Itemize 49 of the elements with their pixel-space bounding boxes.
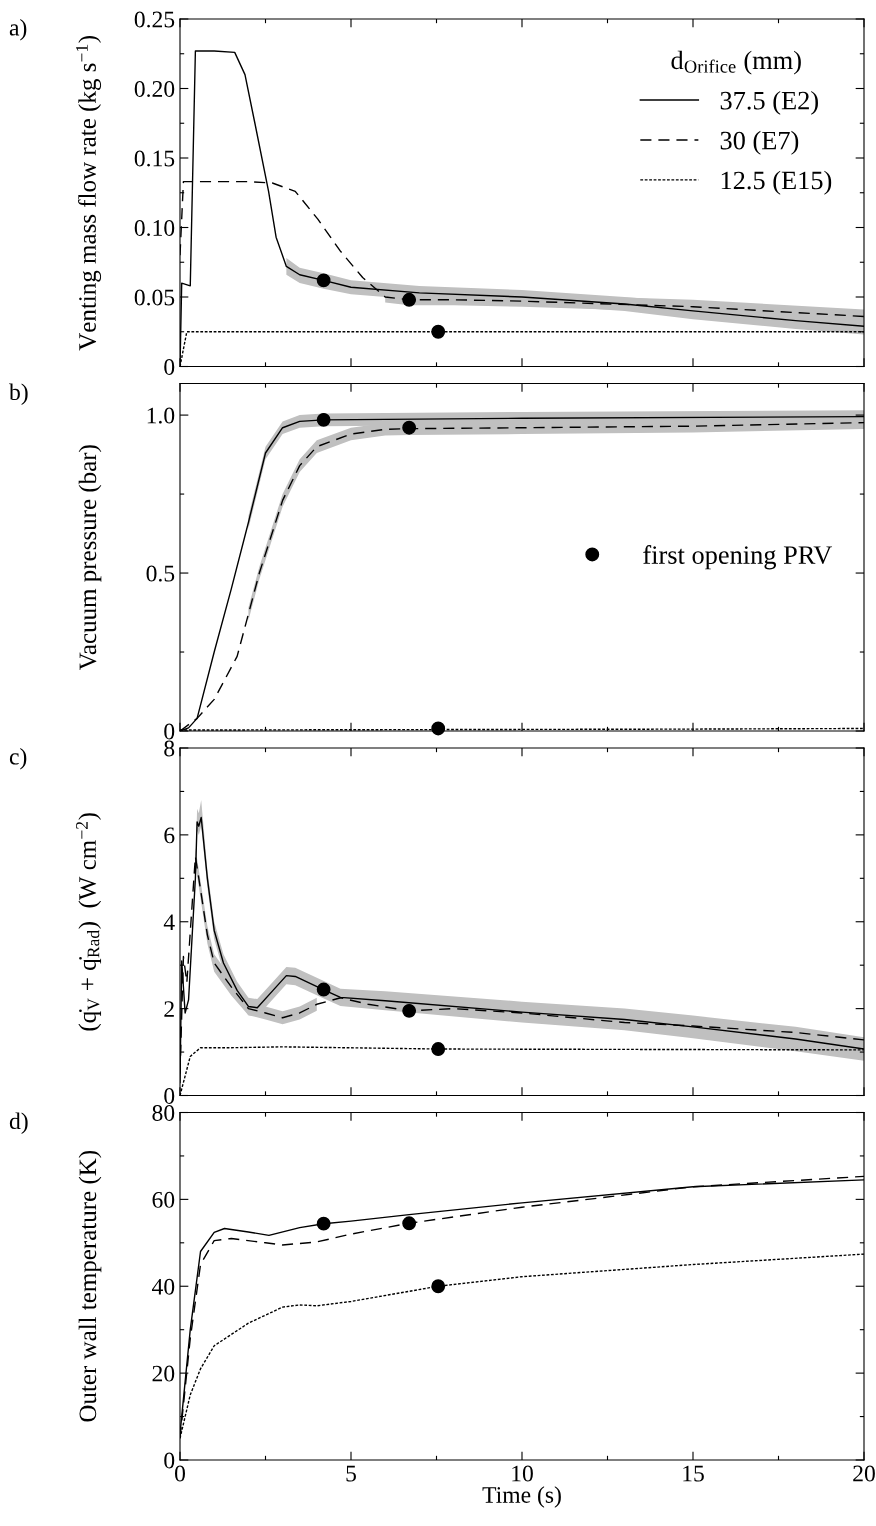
y-axis-title: (q̇$_{V}$ + q̇$_{Rad}$) (W cm$^{−2}$): [76, 813, 102, 1031]
point: [431, 324, 446, 339]
y-tick-label: 0: [164, 1452, 175, 1469]
point: [316, 1216, 331, 1231]
point: [316, 412, 331, 427]
y-tick-label: 80: [152, 1104, 175, 1121]
y-tick-label: 20: [152, 1365, 175, 1382]
point: [402, 292, 417, 307]
point: [431, 1279, 446, 1294]
x-tick-label: 15: [683, 1465, 704, 1482]
y-axis-title: Venting mass flow rate (kg s$^{−1}$): [76, 35, 102, 351]
x-tick-label: 5: [346, 1465, 356, 1482]
y-tick-label: 0.10: [134, 219, 175, 237]
point: [316, 273, 331, 288]
y-tick-label: 0: [164, 723, 175, 740]
point: [316, 982, 331, 997]
chart-title: b): [9, 383, 28, 405]
point: [402, 1216, 417, 1231]
chart-title: a): [9, 19, 27, 41]
y-axis-title: Vacuum pressure (bar): [78, 445, 102, 671]
chart-title: d): [9, 1112, 28, 1134]
chart-title: c): [9, 748, 27, 770]
legend-label: 37.5 (E2): [720, 90, 818, 115]
y-tick-label: 0.20: [134, 80, 175, 98]
legend-label: first opening PRV: [643, 545, 833, 570]
y-tick-label: 40: [151, 1278, 175, 1295]
y-tick-label: 0.05: [134, 289, 175, 306]
y-tick-label: 4: [163, 914, 175, 930]
y-tick-label: 0: [164, 358, 175, 375]
point: [402, 420, 417, 435]
y-tick-label: 0.5: [146, 565, 175, 582]
legend-title: d$_{Orifice}$ (mm): [671, 50, 801, 75]
legend-label: 30 (E7): [720, 130, 799, 155]
y-tick-label: 0.25: [134, 11, 175, 28]
point: [431, 721, 446, 736]
y-tick-label: 1.0: [147, 407, 175, 424]
legend-label: 12.5 (E15): [721, 170, 832, 195]
x-tick-label: 20: [853, 1465, 875, 1482]
x-tick-label: 10: [512, 1465, 533, 1482]
y-tick-label: 0: [164, 1087, 175, 1104]
y-tick-label: 0.15: [134, 150, 175, 167]
x-axis-title: Time (s): [482, 1486, 561, 1508]
y-tick-label: 8: [164, 740, 175, 757]
y-tick-label: 60: [152, 1191, 175, 1208]
point: [402, 1003, 417, 1018]
y-axis-title: Outer wall temperature (K): [78, 1150, 102, 1422]
y-tick-label: 6: [164, 827, 175, 844]
point: [431, 1042, 446, 1056]
y-tick-label: 2: [164, 1001, 174, 1017]
